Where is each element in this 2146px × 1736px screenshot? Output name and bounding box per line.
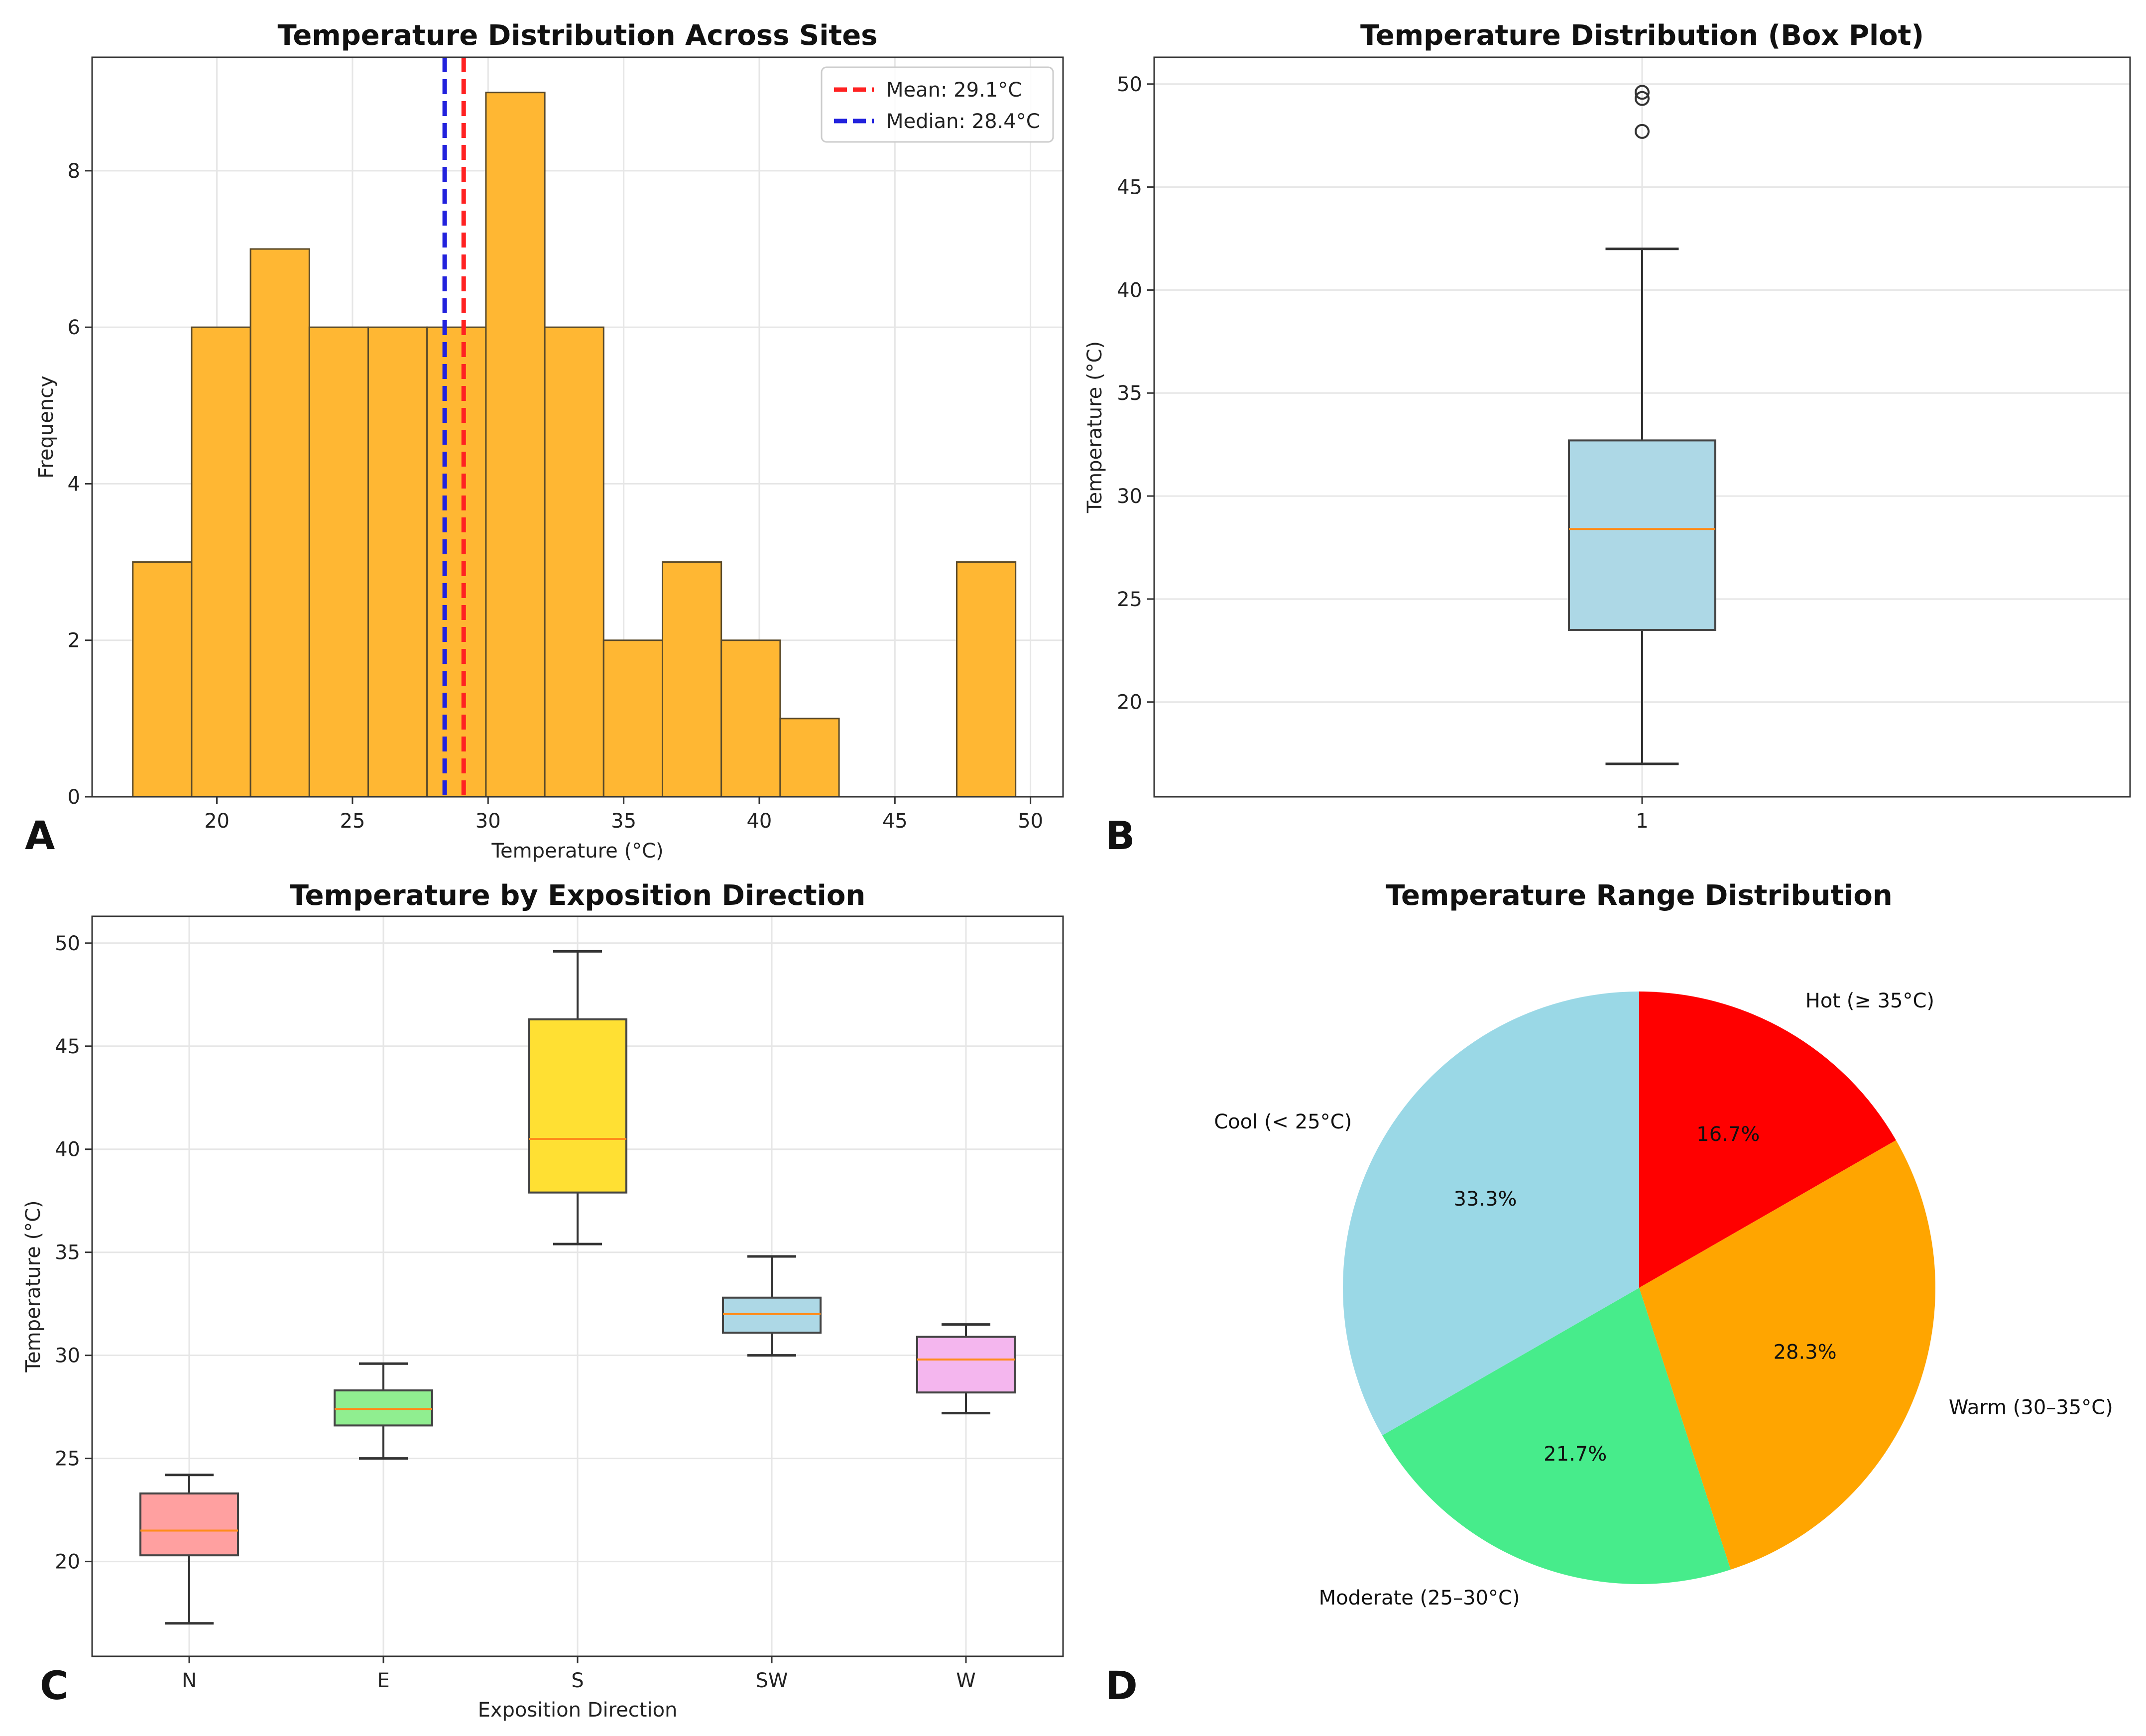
hist-bar xyxy=(955,561,1017,798)
y-tick-label: 35 xyxy=(55,1241,80,1264)
chart-title: Temperature by Exposition Direction xyxy=(290,879,865,912)
x-tick-label: 50 xyxy=(1018,810,1043,833)
pie-slice-label: Moderate (25–30°C) xyxy=(1319,1587,1520,1610)
y-tick-label: 20 xyxy=(1117,691,1142,714)
hist-bar xyxy=(544,326,604,798)
chart-title: Temperature Distribution Across Sites xyxy=(277,19,877,52)
y-tick-label: 45 xyxy=(55,1035,80,1058)
chart-title: Temperature Distribution (Box Plot) xyxy=(1360,19,1924,52)
pie-percent-label: 21.7% xyxy=(1544,1443,1607,1466)
legend-label: Mean: 29.1°C xyxy=(886,79,1022,102)
y-tick-label: 50 xyxy=(55,932,80,955)
outlier-point xyxy=(1635,124,1650,139)
hist-bar xyxy=(720,639,781,798)
pie-percent-label: 16.7% xyxy=(1696,1123,1760,1146)
panel-letter-c: C xyxy=(40,1664,68,1709)
chart-title: Temperature Range Distribution xyxy=(1386,879,1893,912)
pie-percent-label: 28.3% xyxy=(1774,1341,1837,1364)
pie-slice xyxy=(1639,1140,1935,1570)
y-tick-label: 40 xyxy=(1117,279,1142,302)
panel-d-pie: Temperature Range Distribution 16.7% Hot (… xyxy=(1214,879,2113,1610)
y-tick-label: 4 xyxy=(68,473,80,496)
x-tick-label: 40 xyxy=(746,810,772,833)
y-axis-label: Temperature (°C) xyxy=(1083,341,1106,513)
y-tick-label: 35 xyxy=(1117,382,1142,405)
panel-letter-a: A xyxy=(25,814,55,859)
y-axis-label: Temperature (°C) xyxy=(22,1200,45,1372)
panel-b-boxplot: 20 25 30 35 40 45 50 1 Temperature Distribution … xyxy=(1083,19,2131,833)
panel-a-histogram: 0 2 4 6 8 20 25 30 35 40 45 50 Temperature Distribut… xyxy=(35,19,1064,863)
pie-slice xyxy=(1343,992,1639,1436)
y-tick-label: 0 xyxy=(68,786,80,809)
box-N xyxy=(139,1492,239,1557)
legend: Mean: 29.1°C Median: 28.4°C xyxy=(821,66,1054,143)
x-tick-label: 20 xyxy=(204,810,230,833)
pie-slice-label: Warm (30–35°C) xyxy=(1949,1396,2113,1419)
hist-bar xyxy=(779,718,840,798)
x-tick-label: 25 xyxy=(340,810,365,833)
pie-percent-label: 33.3% xyxy=(1453,1188,1517,1211)
x-tick-label: E xyxy=(377,1669,389,1692)
y-tick-label: 8 xyxy=(68,160,80,183)
y-tick-label: 45 xyxy=(1117,176,1142,199)
x-tick-label: SW xyxy=(756,1669,788,1692)
hist-bar xyxy=(367,326,428,798)
hist-bar xyxy=(191,326,251,798)
hist-bar xyxy=(132,561,193,798)
y-tick-label: 50 xyxy=(1117,73,1142,96)
x-tick-label: 1 xyxy=(1636,810,1648,833)
y-tick-label: 30 xyxy=(55,1345,80,1367)
hist-bar xyxy=(602,639,663,798)
x-tick-label: 30 xyxy=(476,810,501,833)
y-tick-label: 6 xyxy=(68,316,80,339)
box-S xyxy=(528,1018,627,1194)
x-tick-label: W xyxy=(956,1669,976,1692)
axes-frame xyxy=(91,56,1064,798)
legend-box xyxy=(821,66,1054,143)
pie-slice xyxy=(1639,992,1896,1288)
panel-letter-b: B xyxy=(1105,814,1135,859)
pie-slice-label: Cool (< 25°C) xyxy=(1214,1111,1352,1133)
hist-bar xyxy=(485,92,546,798)
box-1 xyxy=(1568,439,1716,631)
y-tick-label: 25 xyxy=(55,1448,80,1471)
x-axis-label: Exposition Direction xyxy=(478,1699,678,1722)
y-tick-label: 40 xyxy=(55,1138,80,1161)
panel-letter-d: D xyxy=(1105,1664,1138,1709)
x-tick-label: N xyxy=(182,1669,197,1692)
pie-slice xyxy=(1382,1288,1731,1584)
y-tick-label: 30 xyxy=(1117,485,1142,508)
panel-c-direction-boxplot: 20 25 30 35 40 45 50 N E S SW W Temperature by Expos… xyxy=(22,879,1064,1722)
outlier-point xyxy=(1635,91,1650,106)
hist-bar xyxy=(249,248,310,798)
box-SW xyxy=(722,1296,822,1334)
x-tick-label: 45 xyxy=(882,810,908,833)
y-tick-label: 20 xyxy=(55,1551,80,1574)
hist-bar xyxy=(661,561,722,798)
box-W xyxy=(916,1336,1016,1394)
hist-bar xyxy=(426,326,487,798)
y-axis-label: Frequency xyxy=(35,375,58,479)
outlier-point xyxy=(1635,85,1650,100)
legend-label: Median: 28.4°C xyxy=(886,110,1040,133)
y-tick-label: 25 xyxy=(1117,588,1142,611)
y-tick-label: 2 xyxy=(68,629,80,652)
pie-slice-label: Hot (≥ 35°C) xyxy=(1805,990,1934,1012)
x-axis-label: Temperature (°C) xyxy=(491,840,663,863)
x-tick-label: 35 xyxy=(611,810,636,833)
hist-bar xyxy=(308,326,369,798)
box-E xyxy=(334,1389,433,1427)
x-tick-label: S xyxy=(571,1669,584,1692)
